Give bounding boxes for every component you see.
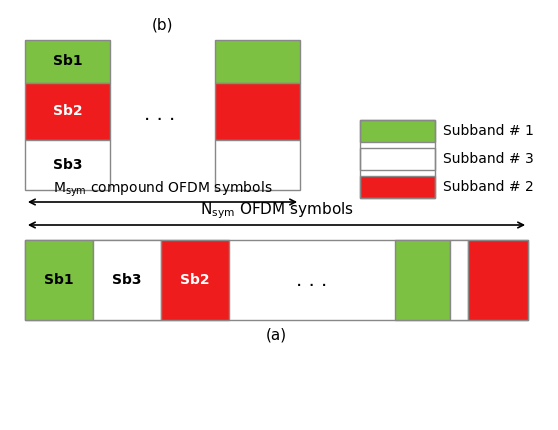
- Bar: [395, 240, 450, 320]
- Bar: [360, 120, 435, 142]
- Bar: [215, 140, 300, 190]
- Text: Sb2: Sb2: [52, 104, 83, 118]
- Text: M$_{\mathsf{sym}}$ compound OFDM symbols: M$_{\mathsf{sym}}$ compound OFDM symbols: [53, 180, 272, 199]
- Bar: [450, 240, 468, 320]
- Text: Subband # 1: Subband # 1: [443, 124, 534, 138]
- Bar: [25, 140, 110, 190]
- Bar: [25, 83, 110, 140]
- Text: Subband # 3: Subband # 3: [443, 152, 534, 166]
- Text: Sb1: Sb1: [44, 273, 74, 287]
- Bar: [468, 240, 528, 320]
- Text: (a): (a): [266, 328, 287, 343]
- Bar: [25, 240, 93, 320]
- Text: N$_{\mathsf{sym}}$ OFDM symbols: N$_{\mathsf{sym}}$ OFDM symbols: [200, 200, 353, 221]
- Text: Subband # 2: Subband # 2: [443, 180, 534, 194]
- Bar: [161, 240, 229, 320]
- Text: Sb2: Sb2: [180, 273, 210, 287]
- Bar: [215, 83, 300, 140]
- Text: Sb3: Sb3: [112, 273, 142, 287]
- Bar: [360, 148, 435, 170]
- Text: (b): (b): [152, 18, 173, 33]
- Text: . . .: . . .: [296, 270, 328, 289]
- Text: Sb3: Sb3: [53, 158, 82, 172]
- Bar: [360, 176, 435, 198]
- Text: . . .: . . .: [145, 105, 176, 125]
- Bar: [25, 40, 110, 83]
- Bar: [215, 40, 300, 83]
- Bar: [360, 120, 435, 198]
- Bar: [25, 240, 528, 320]
- Text: Sb1: Sb1: [52, 54, 83, 68]
- Bar: [93, 240, 161, 320]
